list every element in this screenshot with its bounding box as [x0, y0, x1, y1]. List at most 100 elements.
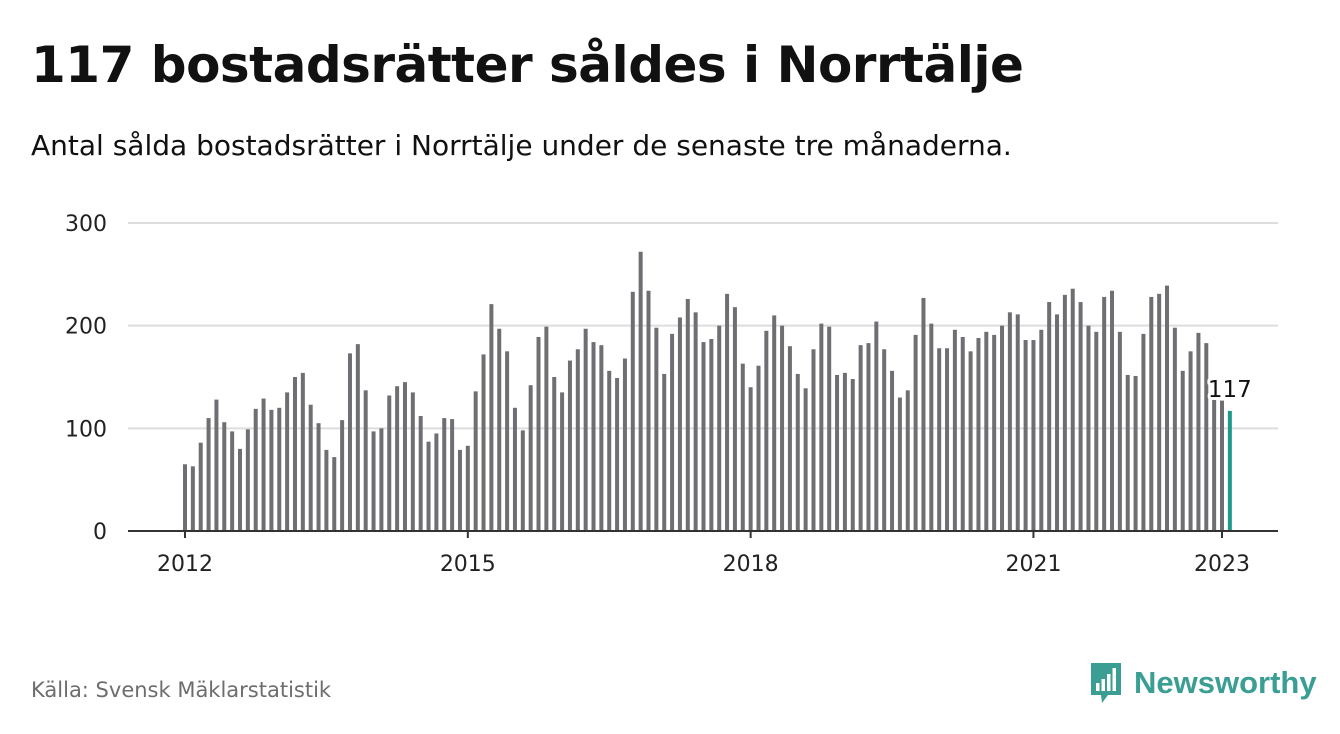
- bar: [1180, 370, 1185, 531]
- bar: [748, 387, 753, 531]
- bar: [842, 372, 847, 531]
- bar: [1007, 312, 1012, 531]
- bar: [780, 325, 785, 531]
- bar: [1055, 314, 1060, 531]
- x-tick-label: 2015: [440, 552, 496, 577]
- bar: [198, 442, 203, 531]
- bar: [316, 423, 321, 531]
- bar: [253, 408, 258, 531]
- bar: [630, 291, 635, 531]
- bar: [921, 297, 926, 531]
- bar: [324, 449, 329, 531]
- bar: [402, 382, 407, 531]
- bar: [607, 370, 612, 531]
- source-note: Källa: Svensk Mäklarstatistik: [31, 678, 332, 702]
- bar: [913, 334, 918, 531]
- bar: [1078, 302, 1083, 531]
- bar: [1149, 296, 1154, 531]
- bar: [1110, 290, 1115, 531]
- bar: [497, 328, 502, 531]
- bar: [575, 349, 580, 531]
- bar: [952, 329, 957, 531]
- bar: [1165, 285, 1170, 531]
- bar: [670, 333, 675, 531]
- bar: [599, 345, 604, 531]
- bar: [505, 351, 510, 531]
- bar: [473, 391, 478, 531]
- bar: [984, 331, 989, 531]
- bar: [882, 349, 887, 531]
- bar: [874, 321, 879, 531]
- bar: [1172, 327, 1177, 531]
- bar: [277, 407, 282, 531]
- bar: [701, 342, 706, 531]
- bar: [387, 395, 392, 531]
- bar: [1141, 333, 1146, 531]
- bar: [591, 342, 596, 531]
- bar: [528, 385, 533, 531]
- bar: [567, 360, 572, 531]
- bar: [1212, 399, 1217, 531]
- bar: [1047, 302, 1052, 531]
- bar: [929, 323, 934, 531]
- bar: [332, 457, 337, 531]
- bar: [740, 363, 745, 531]
- bar: [685, 298, 690, 531]
- bar: [1133, 375, 1138, 531]
- x-tick-label: 2012: [157, 552, 213, 577]
- bar: [1062, 294, 1067, 531]
- bar: [481, 354, 486, 531]
- bar: [1031, 340, 1036, 531]
- bar: [622, 358, 627, 531]
- brand-logo[interactable]: Newsworthy: [1088, 660, 1317, 706]
- bar: [811, 349, 816, 531]
- bar: [827, 326, 832, 531]
- bar: [237, 448, 242, 531]
- bar: [937, 348, 942, 531]
- bar: [371, 431, 376, 531]
- y-tick-label: 300: [65, 212, 107, 237]
- bar: [709, 339, 714, 531]
- bar: [976, 337, 981, 531]
- bar: [890, 370, 895, 531]
- bars: [183, 251, 1232, 531]
- bar: [960, 336, 965, 531]
- bar: [764, 330, 769, 531]
- bar: [418, 416, 423, 531]
- bar: [190, 466, 195, 531]
- x-tick-label: 2021: [1005, 552, 1061, 577]
- bar: [222, 422, 227, 531]
- bar: [285, 392, 290, 531]
- bar: [1023, 340, 1028, 531]
- x-tick-label: 2023: [1194, 552, 1250, 577]
- y-tick-label: 0: [93, 520, 107, 545]
- bar: [300, 372, 305, 531]
- bar: [654, 327, 659, 531]
- bar: [214, 399, 219, 531]
- bar: [1094, 331, 1099, 531]
- bar: [1157, 293, 1162, 531]
- chart-subtitle: Antal sålda bostadsrätter i Norrtälje un…: [31, 129, 1012, 162]
- bar: [866, 343, 871, 531]
- bar: [1117, 331, 1122, 531]
- bar: [183, 464, 187, 531]
- bar: [410, 392, 415, 531]
- bar: [206, 418, 211, 531]
- bar: [725, 293, 730, 531]
- bar: [992, 334, 997, 531]
- bar: [693, 312, 698, 531]
- bar: [717, 325, 722, 531]
- highlight-data-label: 117: [1208, 377, 1252, 403]
- bar: [1102, 296, 1107, 531]
- bar: [803, 388, 808, 531]
- bar: [395, 386, 400, 531]
- bar: [732, 307, 737, 531]
- bar: [1125, 374, 1130, 531]
- bar: [858, 345, 863, 531]
- bar: [615, 378, 620, 531]
- bar: [1039, 329, 1044, 531]
- bar: [835, 374, 840, 531]
- bar: [512, 407, 517, 531]
- bar: [1188, 351, 1193, 531]
- bar: [1204, 343, 1209, 531]
